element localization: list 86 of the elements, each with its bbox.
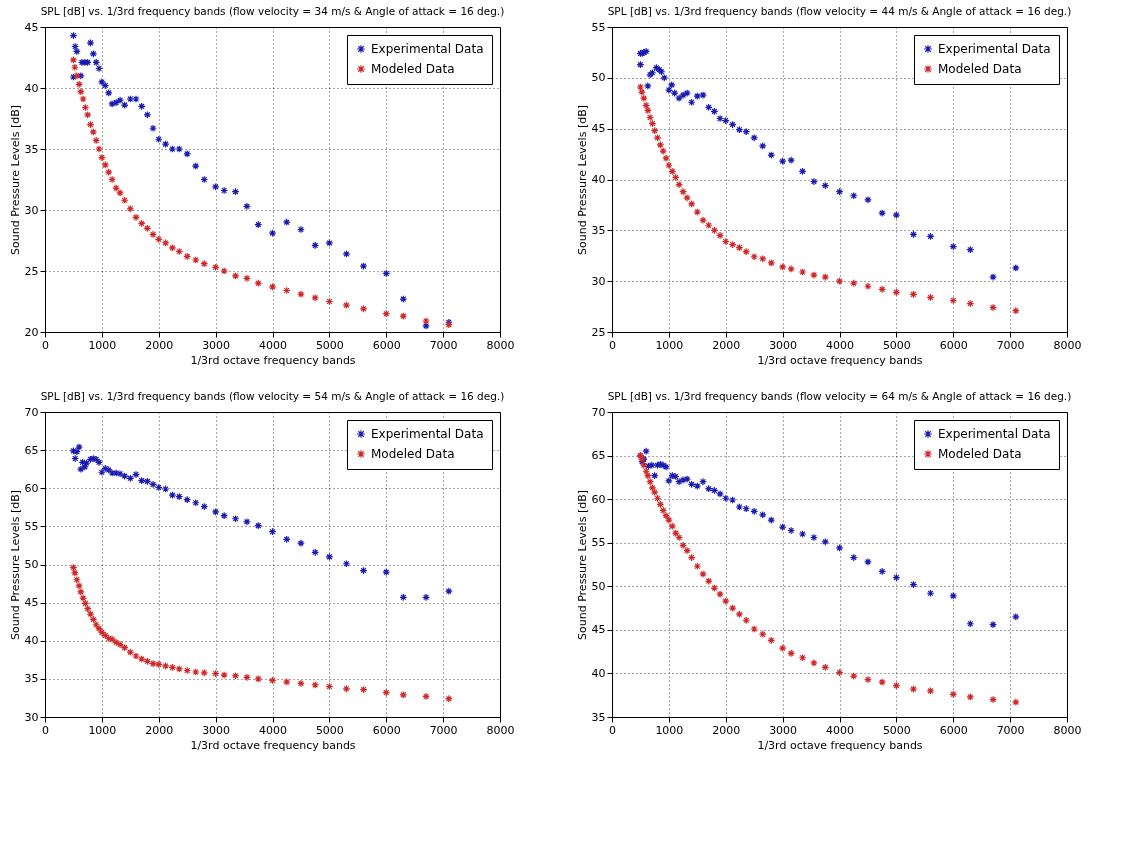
x-tick-label: 6000 (939, 338, 968, 352)
y-tick-label: 35 (591, 710, 606, 724)
x-tick-label: 0 (42, 338, 49, 352)
y-tick-label: 40 (591, 173, 606, 186)
x-axis-title: 1/3rd octave frequency bands (757, 353, 923, 367)
x-tick-label: 4000 (259, 723, 287, 737)
y-axis-title: Sound Pressure Levels [dB] (575, 490, 589, 640)
legend-label: Experimental Data (938, 42, 1051, 56)
y-tick-label: 35 (24, 672, 39, 686)
legend-label: Modeled Data (938, 447, 1022, 461)
x-axis-title: 1/3rd octave frequency bands (757, 738, 923, 752)
x-tick-label: 5000 (315, 723, 344, 737)
x-axis-title: 1/3rd octave frequency bands (190, 738, 356, 752)
x-tick-label: 1000 (655, 338, 684, 352)
y-tick-label: 35 (591, 223, 606, 237)
x-tick-label: 2000 (712, 338, 741, 352)
x-tick-label: 5000 (315, 338, 344, 352)
y-tick-label: 25 (591, 325, 606, 339)
chart-title: SPL [dB] vs. 1/3rd frequency bands (flow velocity = 34 m/s & Angle of attack = 16 deg.) (40, 4, 505, 17)
x-tick-label: 5000 (882, 723, 911, 737)
y-tick-label: 20 (24, 325, 39, 339)
x-tick-label: 3000 (769, 723, 798, 737)
y-tick-label: 40 (24, 634, 39, 648)
chart-title: SPL [dB] vs. 1/3rd frequency bands (flow velocity = 64 m/s & Angle of attack = 16 deg.) (607, 389, 1072, 402)
y-tick-label: 55 (24, 519, 39, 533)
y-tick-label: 25 (24, 264, 39, 278)
x-tick-label: 0 (42, 723, 49, 737)
x-tick-label: 8000 (486, 723, 515, 737)
x-tick-label: 1000 (655, 723, 684, 737)
y-axis-title: Sound Pressure Levels [dB] (8, 490, 22, 640)
y-tick-label: 50 (24, 558, 39, 571)
y-tick-label: 45 (591, 122, 606, 136)
x-tick-label: 2000 (712, 723, 741, 737)
legend-label: Experimental Data (938, 427, 1051, 441)
y-tick-label: 45 (24, 20, 39, 34)
y-tick-label: 55 (591, 20, 606, 34)
x-tick-label: 2000 (145, 338, 174, 352)
legend-label: Modeled Data (371, 447, 455, 461)
x-tick-label: 3000 (769, 338, 798, 352)
y-tick-label: 50 (591, 579, 606, 593)
y-tick-label: 70 (591, 405, 606, 419)
x-tick-label: 8000 (486, 338, 515, 352)
y-axis-title: Sound Pressure Levels [dB] (575, 105, 589, 255)
y-tick-label: 60 (24, 481, 39, 495)
x-tick-label: 3000 (202, 338, 231, 352)
chart-title: SPL [dB] vs. 1/3rd frequency bands (flow velocity = 54 m/s & Angle of attack = 16 deg.) (40, 389, 505, 402)
legend-label: Modeled Data (371, 62, 455, 76)
legend-label: Experimental Data (371, 427, 484, 441)
x-axis-title: 1/3rd octave frequency bands (190, 353, 356, 367)
x-tick-label: 7000 (996, 723, 1025, 737)
legend-label: Modeled Data (938, 62, 1022, 76)
x-tick-label: 7000 (429, 338, 458, 352)
y-tick-label: 65 (591, 449, 606, 463)
y-tick-label: 40 (24, 81, 39, 95)
x-tick-label: 1000 (88, 338, 117, 352)
x-tick-label: 4000 (259, 338, 287, 352)
y-tick-label: 55 (591, 536, 606, 550)
x-tick-label: 6000 (939, 723, 968, 737)
y-tick-label: 40 (591, 666, 606, 680)
y-axis-title: Sound Pressure Levels [dB] (8, 105, 22, 255)
x-tick-label: 0 (609, 338, 616, 352)
x-tick-label: 8000 (1053, 338, 1082, 352)
x-tick-label: 4000 (826, 723, 854, 737)
x-tick-label: 7000 (996, 338, 1025, 352)
x-tick-label: 3000 (202, 723, 231, 737)
y-tick-label: 30 (24, 710, 39, 724)
y-tick-label: 30 (24, 203, 39, 217)
y-tick-label: 45 (24, 596, 39, 610)
x-tick-label: 6000 (372, 723, 401, 737)
legend-label: Experimental Data (371, 42, 484, 56)
x-tick-label: 4000 (826, 338, 854, 352)
chart-title: SPL [dB] vs. 1/3rd frequency bands (flow velocity = 44 m/s & Angle of attack = 16 deg.) (607, 4, 1072, 17)
y-tick-label: 50 (591, 71, 606, 85)
x-tick-label: 8000 (1053, 723, 1082, 737)
y-tick-label: 30 (591, 274, 606, 288)
y-tick-label: 60 (591, 492, 606, 506)
y-tick-label: 65 (24, 443, 39, 457)
x-tick-label: 2000 (145, 723, 174, 737)
x-tick-label: 6000 (372, 338, 401, 352)
x-tick-label: 0 (609, 723, 616, 737)
x-tick-label: 7000 (429, 723, 458, 737)
y-tick-label: 45 (591, 623, 606, 637)
y-tick-label: 70 (24, 405, 39, 419)
y-tick-label: 35 (24, 142, 39, 156)
x-tick-label: 1000 (88, 723, 117, 737)
x-tick-label: 5000 (882, 338, 911, 352)
